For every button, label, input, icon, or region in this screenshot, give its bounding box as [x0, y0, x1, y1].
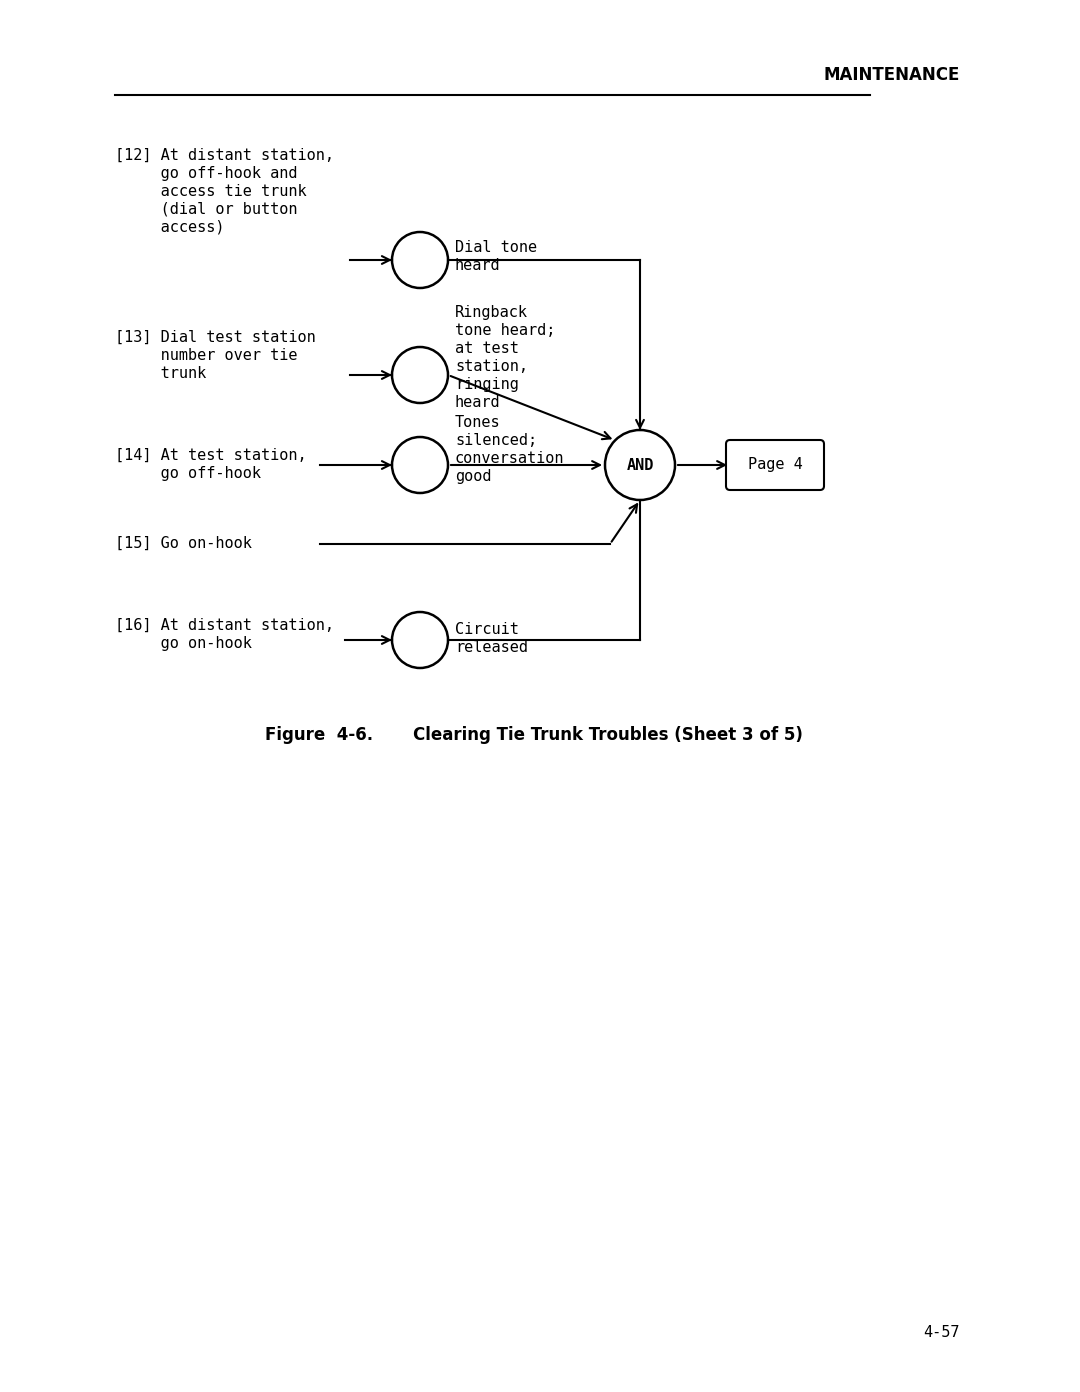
Text: Figure  4-6.: Figure 4-6. [265, 727, 373, 743]
Text: access): access) [114, 220, 225, 235]
Text: Page 4: Page 4 [747, 458, 802, 472]
Text: Clearing Tie Trunk Troubles (Sheet 3 of 5): Clearing Tie Trunk Troubles (Sheet 3 of … [390, 727, 802, 743]
Text: silenced;: silenced; [455, 433, 537, 448]
Text: trunk: trunk [114, 366, 206, 381]
Text: heard: heard [455, 258, 501, 273]
Text: number over tie: number over tie [114, 348, 297, 363]
Text: station,: station, [455, 359, 528, 374]
Text: Dial tone: Dial tone [455, 239, 537, 255]
Text: tone heard;: tone heard; [455, 323, 555, 338]
Text: AND: AND [626, 458, 653, 472]
Text: go on-hook: go on-hook [114, 636, 252, 651]
Text: at test: at test [455, 341, 518, 356]
Text: heard: heard [455, 395, 501, 411]
Text: [15] Go on-hook: [15] Go on-hook [114, 536, 252, 551]
Text: released: released [455, 640, 528, 656]
Text: MAINTENANCE: MAINTENANCE [824, 65, 960, 84]
Text: [12] At distant station,: [12] At distant station, [114, 148, 334, 163]
Text: Circuit: Circuit [455, 622, 518, 638]
Text: Tones: Tones [455, 415, 501, 430]
Text: 4-57: 4-57 [923, 1325, 960, 1340]
Text: ringing: ringing [455, 377, 518, 393]
Text: Ringback: Ringback [455, 305, 528, 320]
Text: [14] At test station,: [14] At test station, [114, 448, 307, 464]
Text: good: good [455, 469, 491, 484]
Text: conversation: conversation [455, 451, 565, 466]
Text: go off-hook: go off-hook [114, 466, 261, 482]
Text: [16] At distant station,: [16] At distant station, [114, 618, 334, 633]
Text: [13] Dial test station: [13] Dial test station [114, 330, 315, 345]
Text: (dial or button: (dial or button [114, 202, 297, 217]
Text: access tie trunk: access tie trunk [114, 184, 307, 199]
Text: go off-hook and: go off-hook and [114, 166, 297, 181]
